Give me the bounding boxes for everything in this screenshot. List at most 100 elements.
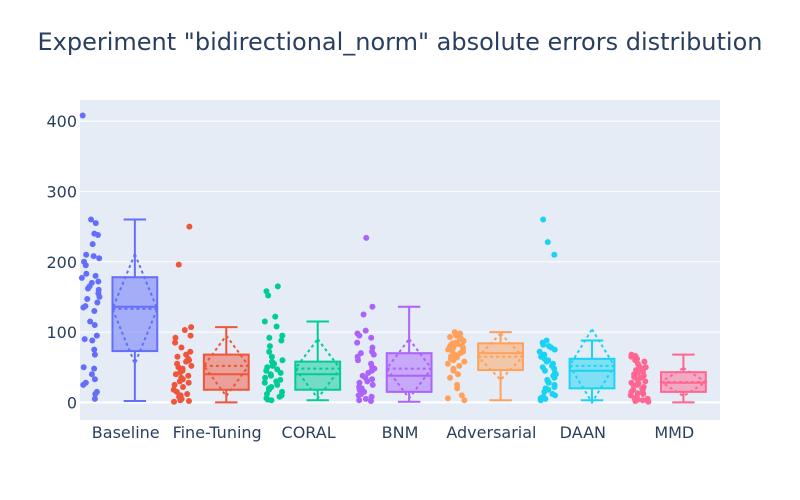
x-tick-label: CORAL [282,423,336,442]
x-tick-label: Fine-Tuning [173,423,262,442]
data-point [177,369,184,376]
data-point [450,357,457,364]
data-point [370,351,377,358]
data-point [187,332,194,339]
x-tick-label: MMD [654,423,694,442]
data-point [458,392,465,399]
data-point [360,311,367,318]
data-point [447,374,454,381]
data-point [540,341,547,348]
box-iqr [294,360,342,391]
data-point [447,334,454,341]
chart-title: Experiment "bidirectional_norm" absolute… [38,28,763,56]
series-coral [261,283,342,404]
data-point [91,322,98,329]
data-point [444,360,451,367]
data-point [461,397,468,404]
data-point [81,336,88,343]
data-point [639,397,646,404]
data-point [78,274,85,281]
data-point [88,371,95,378]
data-point [96,255,103,262]
data-point [87,318,94,325]
x-tick-label: Adversarial [446,423,536,442]
data-point [551,374,558,381]
data-point [92,220,99,227]
data-point [92,390,99,397]
data-point [364,378,371,385]
x-tick-label: BNM [382,423,419,442]
data-point [263,367,270,374]
data-point [172,339,179,346]
box-iqr [111,276,159,353]
data-point [551,346,558,353]
data-point [94,232,101,239]
x-axis: Baseline Fine-Tuning CORAL BNM Adversarial DA… [92,423,694,442]
data-point [551,383,558,390]
data-point [80,304,87,311]
data-point [362,395,369,402]
sd-diamond [385,337,433,400]
data-point [368,334,375,341]
data-point [356,332,363,339]
data-point [80,364,87,371]
data-point [542,367,549,374]
data-point [457,350,464,357]
data-point [83,251,90,258]
data-point [262,374,269,381]
sd-diamond [202,333,250,398]
data-point [278,337,285,344]
data-point [537,397,544,404]
data-point [369,303,376,310]
data-point [551,251,558,258]
data-point [91,376,98,383]
data-point [80,381,87,388]
x-tick-label: DAAN [560,423,606,442]
data-point [171,398,178,405]
data-point [272,313,279,320]
data-point [268,397,275,404]
data-point [261,318,268,325]
data-point [355,392,362,399]
data-point [645,398,652,405]
data-point [188,362,195,369]
data-point [279,357,286,364]
data-point [460,338,467,345]
data-point [356,397,363,404]
data-point [91,365,98,372]
data-point [185,372,192,379]
data-point [174,353,181,360]
data-point [176,378,183,385]
series-layer [78,112,708,405]
data-point [276,393,283,400]
data-point [369,381,376,388]
data-point [79,112,86,119]
data-point [93,332,100,339]
data-point [543,358,550,365]
data-point [92,272,99,279]
data-point [175,261,182,268]
series-daan [536,216,616,405]
data-point [188,324,195,331]
data-point [91,395,98,402]
data-point [540,216,547,223]
data-point [450,367,457,374]
data-point [177,397,184,404]
data-point [544,239,551,246]
data-point [183,358,190,365]
data-point [456,362,463,369]
data-point [541,388,548,395]
data-point [89,337,96,344]
data-point [266,348,273,355]
data-point [542,395,549,402]
data-point [184,390,191,397]
data-point [369,376,376,383]
y-tick-label: 400 [46,112,77,131]
data-point [545,379,552,386]
data-point [273,323,280,330]
data-point [186,223,193,230]
data-point [641,358,648,365]
data-point [268,372,275,379]
data-point [172,334,179,341]
